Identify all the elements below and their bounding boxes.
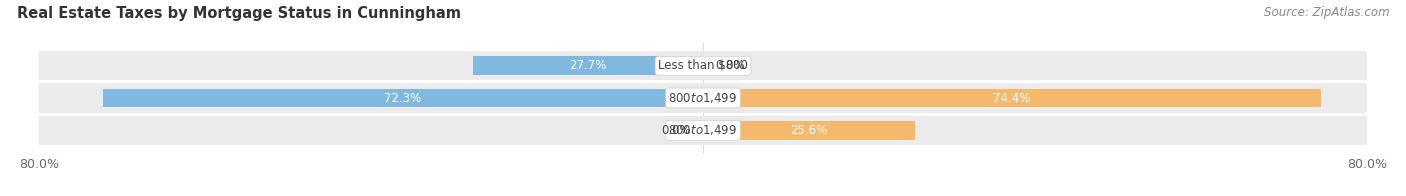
Text: 74.4%: 74.4%	[993, 92, 1031, 104]
Text: Less than $800: Less than $800	[658, 59, 748, 72]
Bar	[103, 89, 703, 107]
Text: 72.3%: 72.3%	[384, 92, 422, 104]
Text: Source: ZipAtlas.com: Source: ZipAtlas.com	[1264, 6, 1389, 19]
Bar	[703, 89, 1320, 107]
Text: 0.0%: 0.0%	[661, 124, 690, 137]
Bar	[703, 121, 915, 140]
Text: 0.0%: 0.0%	[716, 59, 745, 72]
Text: 25.6%: 25.6%	[790, 124, 828, 137]
Text: Real Estate Taxes by Mortgage Status in Cunningham: Real Estate Taxes by Mortgage Status in …	[17, 6, 461, 21]
Text: $800 to $1,499: $800 to $1,499	[668, 123, 738, 137]
Text: 27.7%: 27.7%	[569, 59, 607, 72]
Bar	[39, 51, 1367, 80]
Bar	[472, 56, 703, 75]
Text: $800 to $1,499: $800 to $1,499	[668, 91, 738, 105]
Bar	[39, 116, 1367, 145]
Bar	[39, 83, 1367, 113]
